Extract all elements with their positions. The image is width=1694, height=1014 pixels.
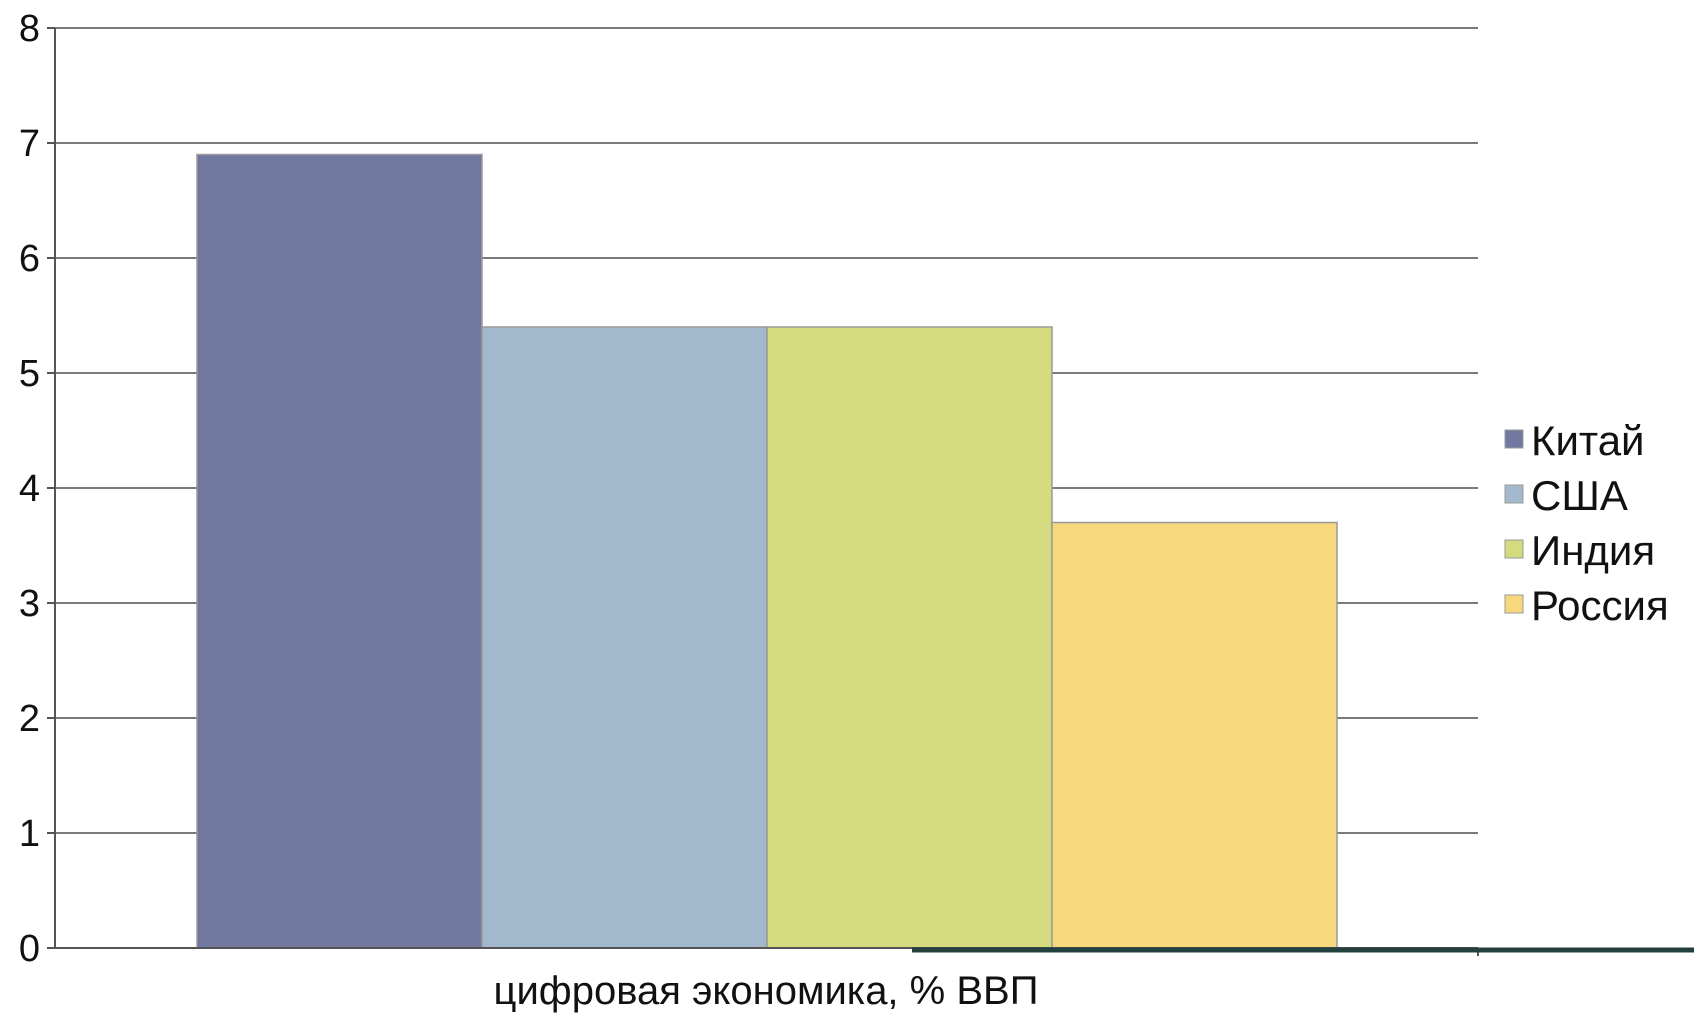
y-tick-label: 1 [19,813,40,855]
y-tick-label: 0 [19,928,40,970]
y-tick-label: 6 [19,238,40,280]
y-tick-label: 5 [19,353,40,395]
legend-swatch [1504,484,1524,504]
bars [196,153,1338,949]
bar-1 [196,153,483,949]
bar-4 [1051,521,1338,949]
y-tick-label: 3 [19,583,40,625]
y-tick-label: 4 [19,468,40,510]
legend: Китай США Индия Россия [1504,417,1669,629]
y-axis-ticks: 0 1 2 3 4 5 6 7 8 [19,8,55,970]
legend-label: Индия [1531,527,1655,574]
legend-label: Россия [1531,582,1669,629]
bar-3 [766,326,1053,949]
legend-swatch [1504,429,1524,449]
legend-label: Китай [1531,417,1645,464]
y-tick-label: 7 [19,123,40,165]
bar-2 [481,326,768,949]
legend-label: США [1531,472,1628,519]
y-tick-label: 8 [19,8,40,50]
x-category-label: цифровая экономика, % ВВП [494,969,1039,1013]
legend-swatch [1504,594,1524,614]
legend-swatch [1504,539,1524,559]
y-tick-label: 2 [19,698,40,740]
